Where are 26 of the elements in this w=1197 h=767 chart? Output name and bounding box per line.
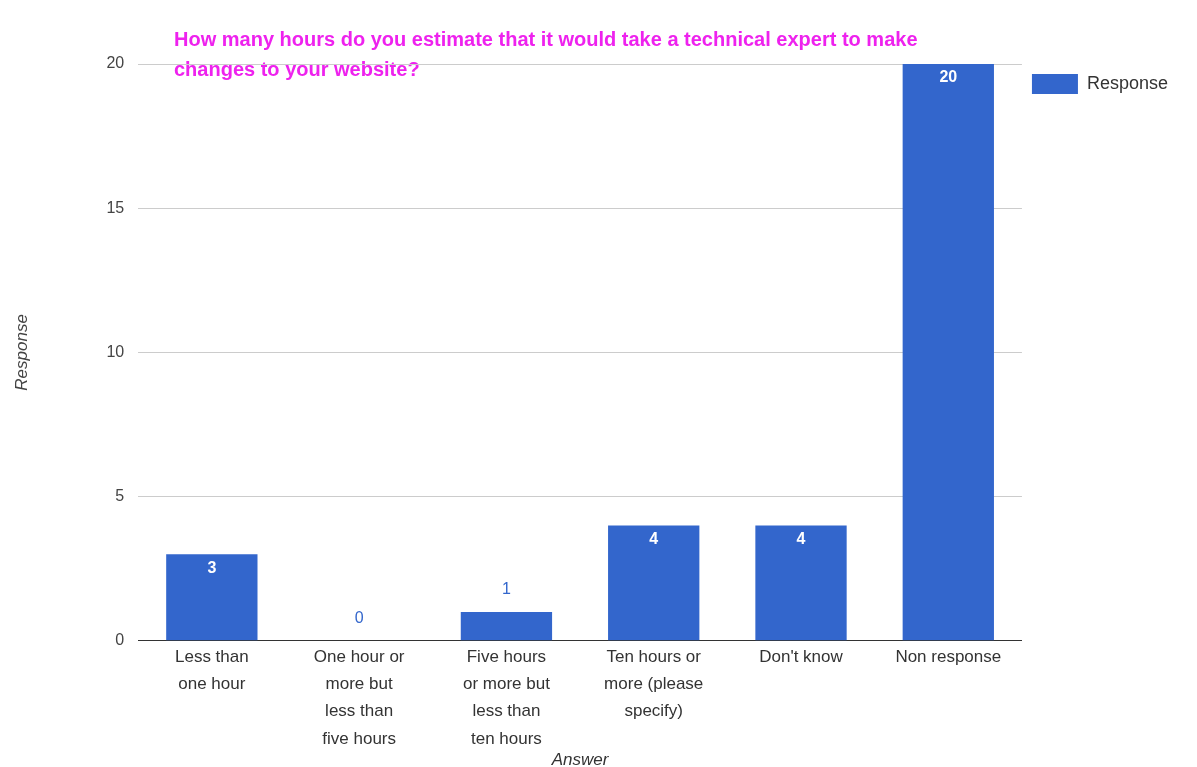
bar xyxy=(166,554,258,641)
data-label: 3 xyxy=(207,558,217,576)
y-tick-label: 10 xyxy=(106,342,125,360)
data-label: 4 xyxy=(796,529,806,547)
x-tick-label: Five hours or more but less than ten hours xyxy=(462,647,551,748)
y-tick-label: 0 xyxy=(115,631,125,649)
legend-label: Response xyxy=(1086,72,1169,93)
bar xyxy=(608,525,700,641)
x-tick-label: Non response xyxy=(895,647,1002,667)
x-axis-title: Answer xyxy=(550,749,610,767)
bar xyxy=(460,611,553,641)
data-label: 4 xyxy=(649,529,659,547)
x-tick-label: Don't know xyxy=(759,647,844,667)
y-tick-label: 5 xyxy=(115,487,125,505)
data-label: 1 xyxy=(501,580,511,598)
bar xyxy=(902,64,994,641)
y-tick-label: 15 xyxy=(106,198,125,216)
y-tick-label: 20 xyxy=(106,54,125,72)
chart-title: How many hours do you estimate that it would take a technical expert to make changes to your website? xyxy=(174,28,918,80)
y-axis-title: Response xyxy=(11,314,31,391)
x-tick-label: Ten hours or more (please specify) xyxy=(604,647,704,721)
data-label: 20 xyxy=(939,68,958,86)
x-tick-label: One hour or more but less than five hours xyxy=(313,647,405,748)
x-tick-label: Less than one hour xyxy=(174,647,249,694)
bar xyxy=(755,525,847,641)
data-label: 0 xyxy=(354,609,364,627)
